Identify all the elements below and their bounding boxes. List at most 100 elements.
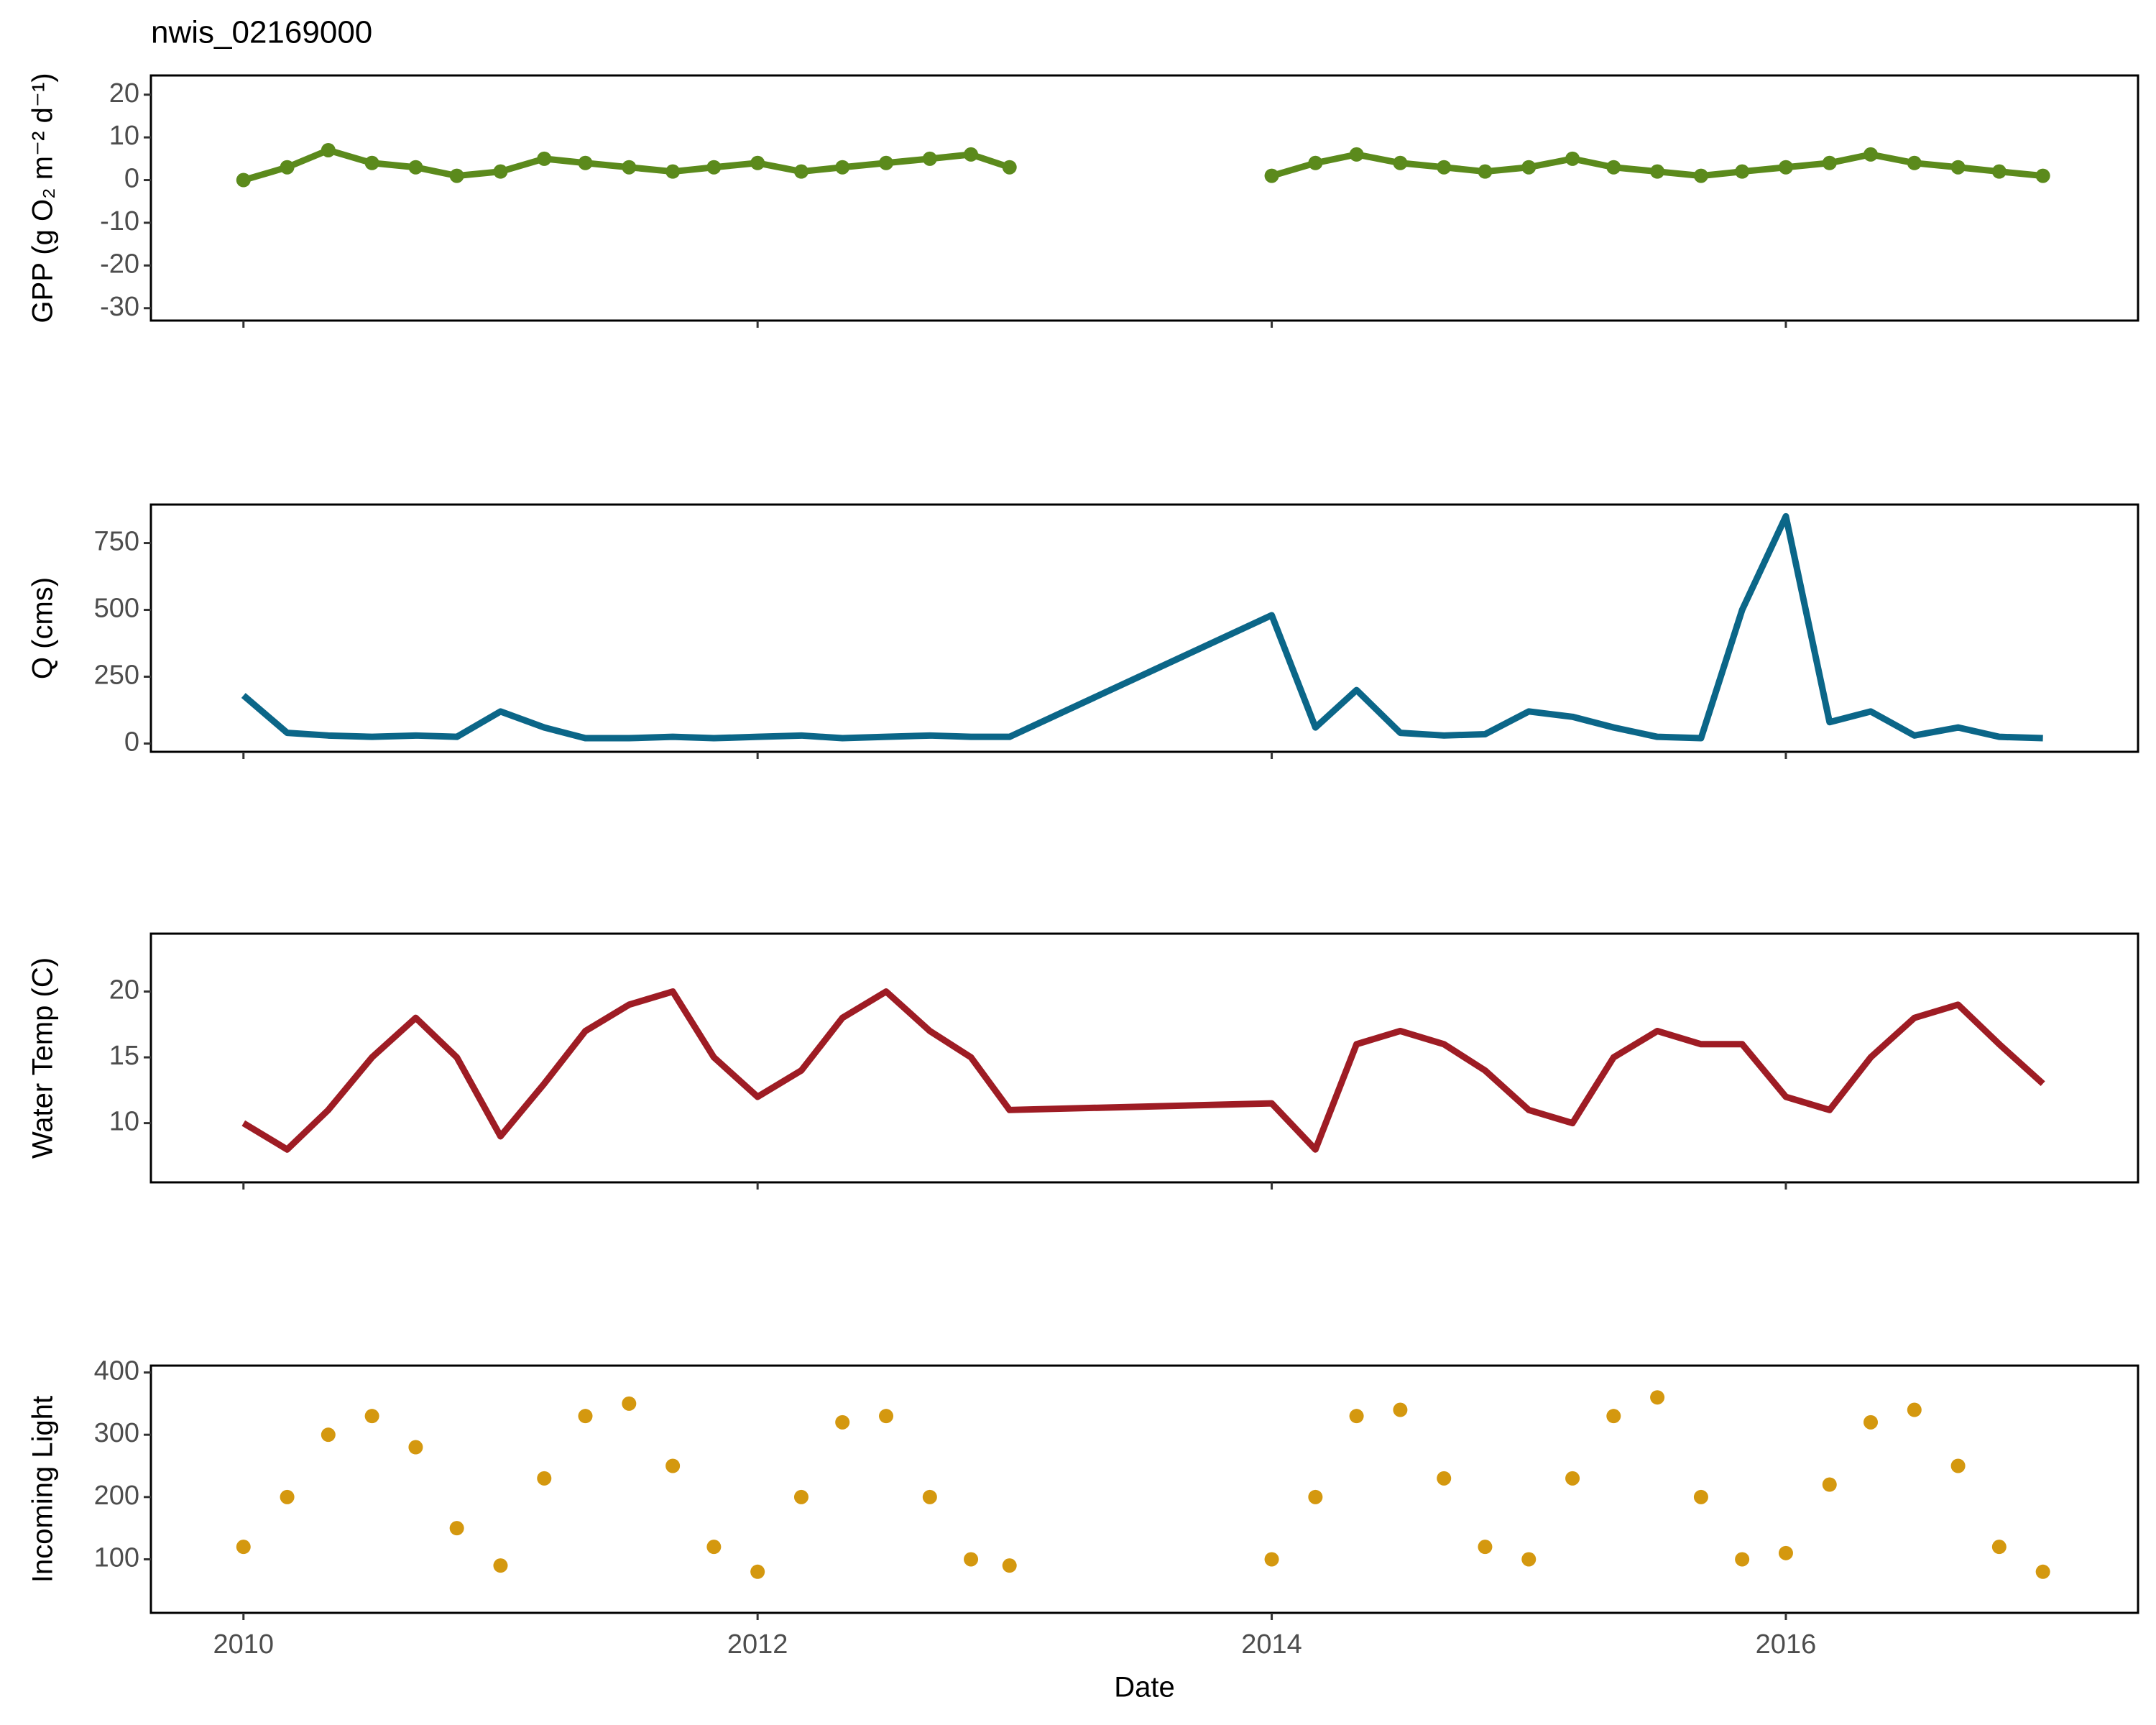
data-point [922, 1489, 937, 1504]
data-point [1264, 168, 1279, 183]
y-tick-label: 250 [94, 661, 139, 691]
data-point [1565, 151, 1580, 166]
y-tick-label: 200 [94, 1481, 139, 1511]
data-point [1437, 160, 1452, 175]
data-point [1478, 164, 1493, 179]
panel-border [149, 74, 2139, 322]
data-point [1950, 160, 1966, 175]
data-point [1822, 155, 1837, 170]
y-tick-label: 750 [94, 527, 139, 557]
data-point [1393, 1402, 1408, 1417]
y-tick-label: 10 [109, 1107, 139, 1137]
y-tick-label: 400 [94, 1356, 139, 1386]
data-point [408, 160, 423, 175]
data-point [964, 147, 979, 162]
data-point [1650, 164, 1665, 179]
data-point [1778, 1545, 1793, 1560]
data-point [2035, 1564, 2050, 1579]
data-point [493, 1558, 508, 1573]
data-point [236, 1540, 251, 1555]
data-point [1991, 164, 2007, 179]
data-point [280, 160, 295, 175]
data-point [750, 155, 765, 170]
data-point [408, 1440, 423, 1455]
data-point [537, 151, 552, 166]
data-point [493, 164, 508, 179]
y-tick-label: 20 [109, 975, 139, 1006]
y-axis-title: Incoming Light [27, 1396, 59, 1583]
data-point [665, 164, 681, 179]
data-point [1735, 1552, 1750, 1567]
data-point [2035, 168, 2050, 183]
panel-border [149, 503, 2139, 753]
chart-title: nwis_02169000 [151, 15, 372, 50]
y-axis-title: GPP (g O₂ m⁻² d⁻¹) [27, 73, 59, 323]
y-tick-label: 20 [109, 78, 139, 109]
data-point [879, 1409, 894, 1424]
data-point [449, 1521, 464, 1536]
y-tick-label: 15 [109, 1041, 139, 1071]
data-point [622, 160, 637, 175]
data-point [1565, 1471, 1580, 1486]
y-tick-label: 0 [124, 164, 139, 194]
data-point [1393, 155, 1408, 170]
data-point [1907, 155, 1922, 170]
data-point [665, 1458, 681, 1473]
y-tick-label: 0 [124, 727, 139, 758]
y-tick-label: 10 [109, 121, 139, 151]
series-line [241, 988, 2045, 1153]
data-point [1308, 155, 1323, 170]
data-point [1991, 1540, 2007, 1555]
data-point [835, 1414, 850, 1430]
panel-border [149, 932, 2139, 1184]
series-line [241, 512, 2043, 742]
data-point [364, 1409, 379, 1424]
data-point [1693, 1489, 1708, 1504]
data-point [1349, 147, 1364, 162]
data-point [1606, 160, 1621, 175]
data-point [1308, 1489, 1323, 1504]
data-point [793, 1489, 808, 1504]
data-point [321, 142, 336, 157]
x-tick-label: 2012 [727, 1629, 788, 1660]
data-point [1863, 147, 1878, 162]
data-point [1264, 1552, 1279, 1567]
data-point [578, 1409, 593, 1424]
data-point [364, 155, 379, 170]
data-point [1863, 1414, 1878, 1430]
data-point [1521, 160, 1537, 175]
y-axis-title: Water Temp (C) [27, 957, 59, 1159]
data-point [750, 1564, 765, 1579]
data-point [706, 1540, 722, 1555]
x-tick-label: 2014 [1241, 1629, 1302, 1660]
data-point [1478, 1540, 1493, 1555]
data-point [1907, 1402, 1922, 1417]
x-tick-label: 2010 [213, 1629, 274, 1660]
data-point [622, 1396, 637, 1411]
y-tick-label: -30 [100, 292, 139, 322]
data-point [1437, 1471, 1452, 1486]
x-tick-label: 2016 [1756, 1629, 1817, 1660]
y-tick-label: -10 [100, 206, 139, 236]
data-point [1735, 164, 1750, 179]
data-point [964, 1552, 979, 1567]
data-point [1606, 1409, 1621, 1424]
panel-border [149, 1364, 2139, 1614]
data-point [236, 172, 251, 188]
data-point [1349, 1409, 1364, 1424]
data-point [1822, 1477, 1837, 1492]
y-tick-label: 500 [94, 594, 139, 624]
series-line [242, 147, 2044, 183]
y-tick-label: 100 [94, 1543, 139, 1573]
data-point [1693, 168, 1708, 183]
data-point [280, 1489, 295, 1504]
data-point [1002, 1558, 1017, 1573]
data-point [706, 160, 722, 175]
data-point [1778, 160, 1793, 175]
data-point [1002, 160, 1017, 175]
data-point [835, 160, 850, 175]
data-point [1521, 1552, 1537, 1567]
y-tick-label: 300 [94, 1418, 139, 1448]
